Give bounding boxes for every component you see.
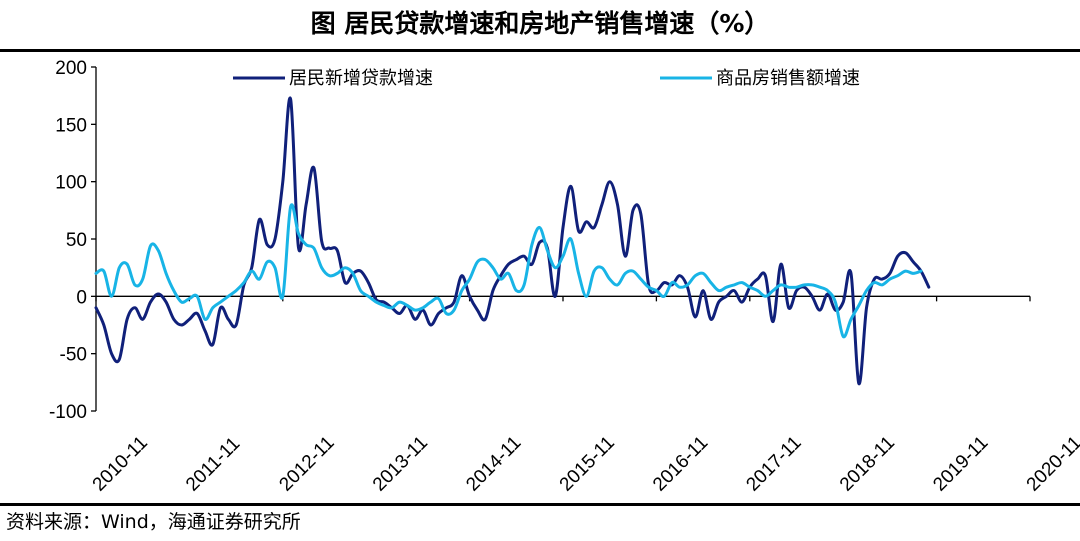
x-tick-label: 2016-11 <box>649 432 712 495</box>
source-note: 资料来源：Wind，海通证券研究所 <box>6 511 301 533</box>
x-axis: 2010-11 2011-11 2012-11 2013-11 2014-11 2015-… <box>89 295 1080 496</box>
y-tick-label: -50 <box>60 345 87 366</box>
x-tick-label: 2018-11 <box>836 432 899 495</box>
chart-title: 图 居民贷款增速和房地产销售增速（%） <box>310 9 770 38</box>
y-tick-label: 0 <box>76 287 87 308</box>
legend: 居民新增贷款增速 商品房销售额增速 <box>233 68 860 89</box>
series-layer <box>94 96 931 386</box>
y-tick-label: 100 <box>55 173 87 194</box>
x-tick-label: 2012-11 <box>275 432 338 495</box>
x-tick-label: 2010-11 <box>89 432 152 495</box>
y-axis: 200 150 100 50 0 -50 -100 <box>49 58 97 423</box>
y-tick-label: 150 <box>55 115 87 136</box>
x-tick-label: 2013-11 <box>369 432 432 495</box>
y-tick-label: 200 <box>55 58 87 79</box>
series-line-2 <box>94 203 923 339</box>
x-tick-label: 2011-11 <box>182 433 244 495</box>
line-chart: 200 150 100 50 0 -50 -100 2010-11 2011-11 2012-1… <box>49 58 1080 496</box>
x-tick-label: 2019-11 <box>929 432 992 495</box>
x-tick-label: 2015-11 <box>556 432 619 495</box>
y-tick-label: -100 <box>49 402 87 423</box>
x-tick-label: 2020-11 <box>1023 432 1080 495</box>
legend-label-1: 居民新增贷款增速 <box>289 68 433 89</box>
x-tick-label: 2017-11 <box>742 432 805 495</box>
x-tick-label: 2014-11 <box>462 432 525 495</box>
y-tick-label: 50 <box>66 230 87 251</box>
top-rule <box>0 49 1080 52</box>
legend-label-2: 商品房销售额增速 <box>716 68 860 89</box>
bottom-rule <box>0 503 1080 506</box>
series-line-1 <box>94 96 931 386</box>
